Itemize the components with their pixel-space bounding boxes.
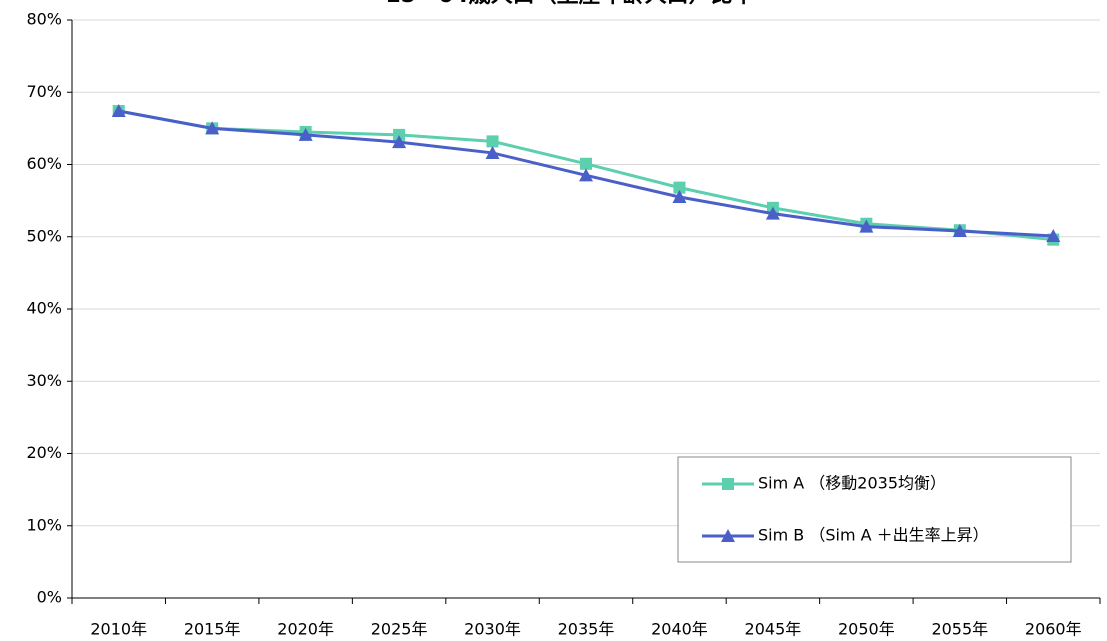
marker: [859, 219, 874, 233]
x-tick-label: 2015年: [184, 620, 241, 639]
marker: [673, 181, 686, 194]
x-tick-label: 2040年: [651, 620, 708, 639]
marker: [486, 135, 499, 148]
legend-marker: [721, 529, 735, 542]
y-tick-label: 0%: [37, 588, 62, 607]
x-tick-label: 2060年: [1025, 620, 1082, 639]
y-tick-label: 30%: [26, 371, 62, 390]
marker: [392, 135, 407, 149]
marker: [579, 168, 593, 182]
x-tick-label: 2025年: [371, 620, 428, 639]
legend-label: Sim B （Sim A ＋出生率上昇）: [758, 526, 989, 545]
marker: [393, 128, 406, 141]
x-tick-label: 2035年: [558, 620, 615, 639]
x-tick-label: 2055年: [931, 620, 988, 639]
x-tick-label: 2010年: [90, 620, 147, 639]
x-tick-label: 2020年: [277, 620, 334, 639]
marker: [205, 121, 220, 135]
y-tick-label: 60%: [26, 154, 62, 173]
marker: [298, 127, 313, 141]
marker: [580, 157, 592, 170]
y-tick-label: 40%: [26, 299, 62, 318]
chart-title: 15～64歳人口（生産年齢人口）比率: [385, 0, 754, 8]
x-tick-label: 2045年: [745, 620, 802, 639]
legend-label: Sim A （移動2035均衡）: [758, 474, 946, 493]
marker: [485, 145, 500, 159]
x-tick-label: 2030年: [464, 620, 521, 639]
y-tick-label: 20%: [26, 443, 62, 462]
y-tick-label: 10%: [26, 515, 62, 534]
y-tick-label: 80%: [26, 10, 62, 29]
y-tick-label: 50%: [26, 226, 62, 245]
legend: [677, 456, 1072, 563]
marker: [1046, 229, 1061, 243]
marker: [672, 190, 687, 204]
marker: [952, 223, 967, 237]
marker: [111, 104, 126, 118]
y-tick-label: 70%: [26, 82, 62, 101]
legend-marker: [722, 478, 734, 490]
marker: [765, 206, 780, 220]
x-tick-label: 2050年: [838, 620, 895, 639]
